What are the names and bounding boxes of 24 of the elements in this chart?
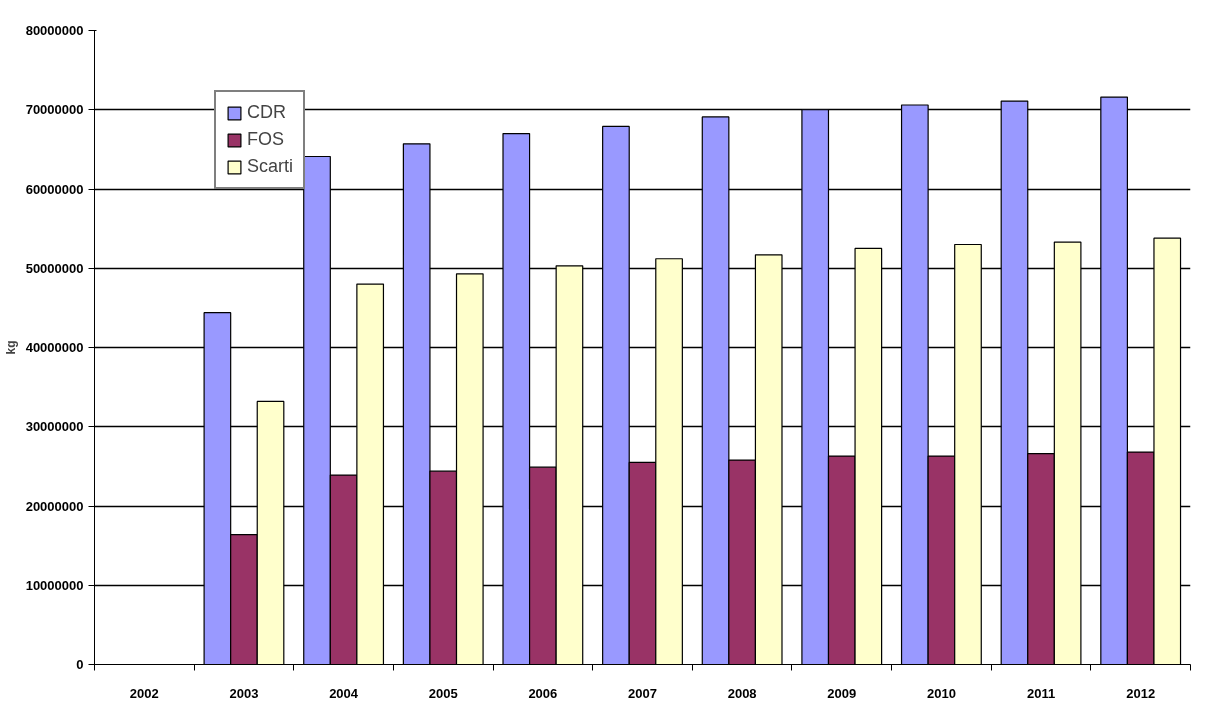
x-tick-label: 2007 xyxy=(628,685,657,701)
x-tick-label: 2003 xyxy=(229,685,259,701)
x-tick-label: 2005 xyxy=(428,685,458,701)
legend-label: FOS xyxy=(247,129,285,150)
x-tick-label: 2006 xyxy=(528,685,558,701)
y-tick-label: 60000000 xyxy=(25,181,84,197)
y-tick-label: 10000000 xyxy=(25,577,84,593)
y-tick-label: 50000000 xyxy=(25,260,84,276)
x-tick-label: 2002 xyxy=(129,685,159,701)
x-tick-label: 2010 xyxy=(926,685,956,701)
x-tick-label: 2004 xyxy=(329,685,359,701)
legend-label: Scarti xyxy=(247,156,294,177)
x-tick-label: 2009 xyxy=(827,685,857,701)
x-tick-label: 2008 xyxy=(727,685,757,701)
y-tick-label: 70000000 xyxy=(25,102,84,118)
y-axis-title: kg xyxy=(3,340,18,355)
y-tick-label: 20000000 xyxy=(25,498,84,514)
y-tick-label: 30000000 xyxy=(25,419,84,435)
y-tick-label: 80000000 xyxy=(25,23,84,38)
y-tick-label: 40000000 xyxy=(25,340,84,355)
legend-label: CDR xyxy=(247,102,286,123)
y-tick-label: 0 xyxy=(76,657,84,672)
x-tick-label: 2012 xyxy=(1126,685,1156,701)
x-tick-label: 2011 xyxy=(1026,685,1056,701)
